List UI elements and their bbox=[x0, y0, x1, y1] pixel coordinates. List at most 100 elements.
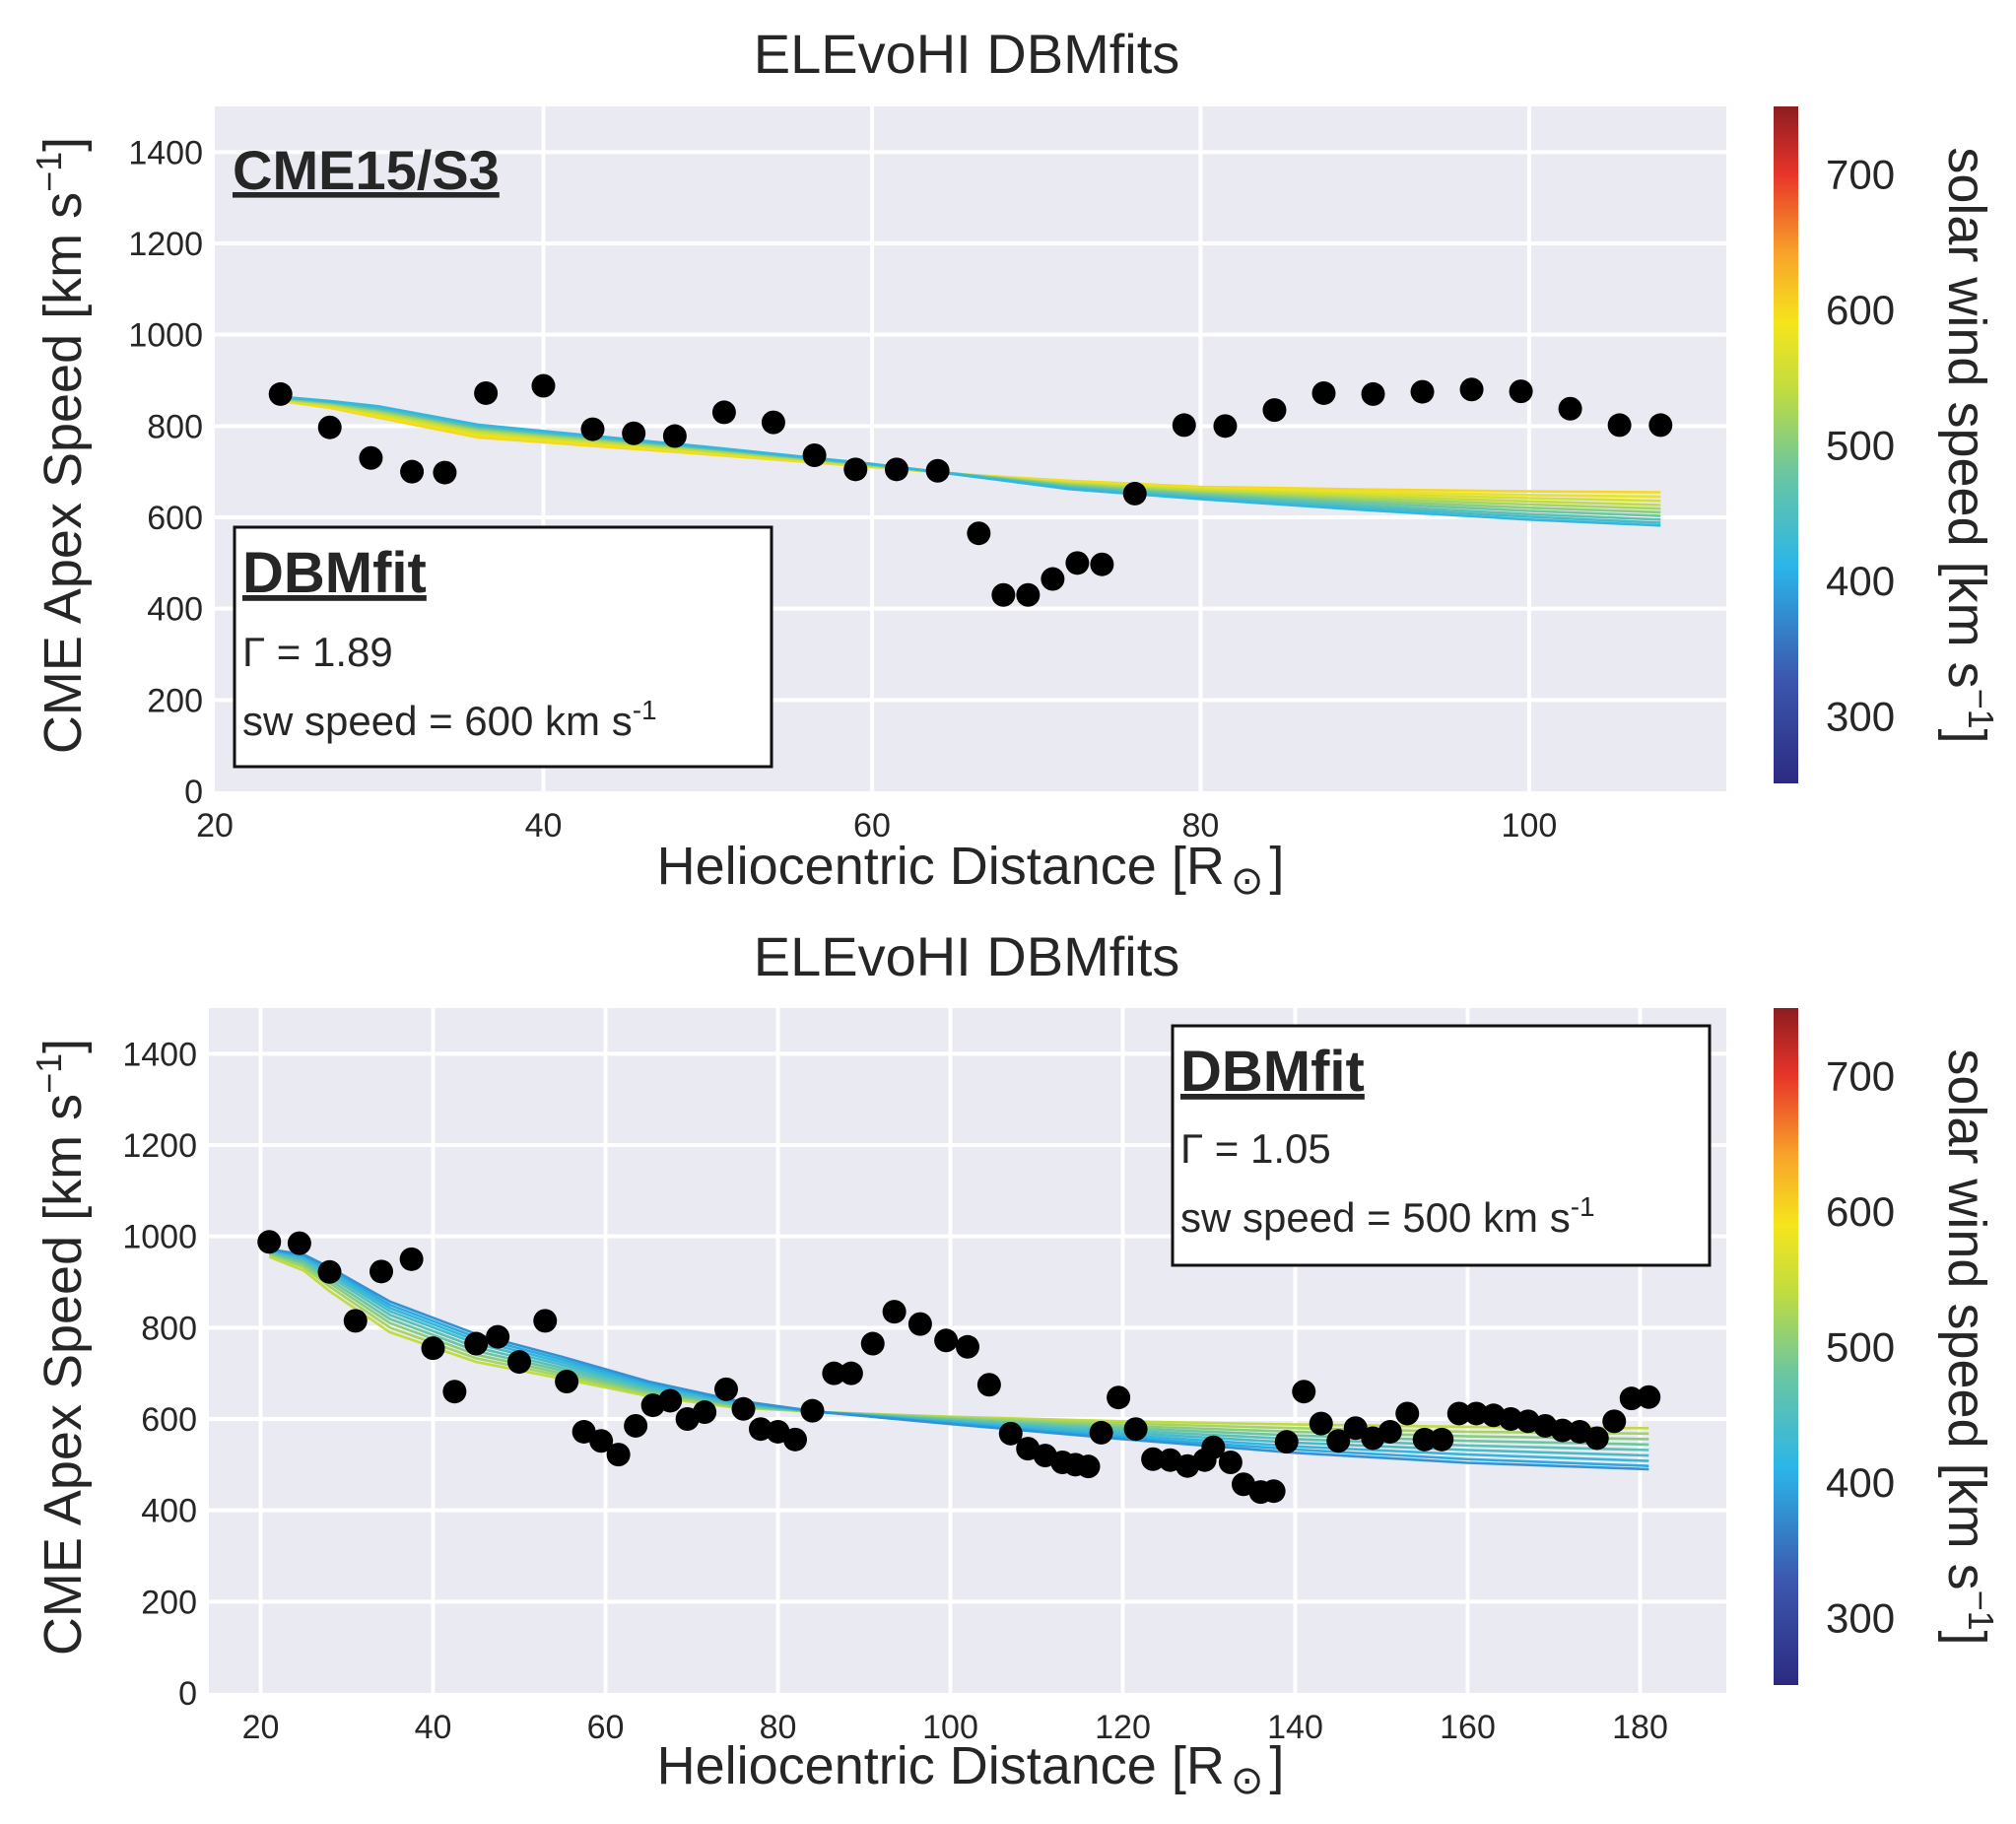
panel-2-y-tick-label: 600 bbox=[141, 1401, 197, 1439]
panel-1-x-label-end: ] bbox=[1269, 837, 1284, 896]
panel-2-fit-box-sw-speed-sup: -1 bbox=[1571, 1191, 1595, 1222]
panel-1-points bbox=[268, 373, 1673, 607]
panel-2-x-label-sun-symbol: ⊙ bbox=[1231, 1759, 1264, 1802]
panel-2-fit-line-sw-460 bbox=[268, 1250, 1649, 1452]
panel-2-y-tick-label: 200 bbox=[141, 1584, 197, 1621]
panel-1-x-tick-label: 20 bbox=[196, 807, 234, 844]
panel-1-data-point bbox=[1041, 567, 1065, 591]
panel-2-data-point bbox=[934, 1328, 959, 1353]
panel-1-y-tick-label: 0 bbox=[184, 774, 203, 811]
panel-2-data-point bbox=[1584, 1426, 1609, 1451]
panel-1-data-point bbox=[843, 457, 868, 482]
panel-2-data-point bbox=[1430, 1427, 1454, 1452]
panel-1-fit-box-title: DBMfit bbox=[242, 541, 427, 605]
panel-1-data-point bbox=[1558, 396, 1582, 421]
panel-2-data-point bbox=[1274, 1430, 1299, 1454]
panel-2-data-point bbox=[317, 1259, 342, 1284]
panel-2-y-label-sup: −1 bbox=[29, 1053, 69, 1094]
panel-1-y-tick-label: 400 bbox=[147, 591, 203, 629]
panel-2-data-point bbox=[1141, 1447, 1166, 1471]
panel-2-x-tick-label: 60 bbox=[587, 1709, 625, 1746]
panel-1-data-point bbox=[1213, 414, 1238, 439]
panel-2-data-point bbox=[1602, 1409, 1627, 1434]
panel-1-colorbar: 300 400 500 600 700 solar wind speed [km s−1… bbox=[1774, 106, 2001, 783]
panel-2-x-ticks: 20 40 60 80 100 120 140 160 180 bbox=[242, 1709, 1668, 1746]
panel-1-title: ELEvoHI DBMfits bbox=[754, 23, 1180, 85]
panel-2-data-point bbox=[714, 1377, 738, 1401]
panel-2-data-point bbox=[1292, 1380, 1316, 1404]
panel-2-x-tick-label: 40 bbox=[415, 1709, 452, 1746]
panel-2-data-point bbox=[1412, 1427, 1437, 1452]
panel-1-data-point bbox=[580, 417, 605, 441]
panel-2-data-point bbox=[1446, 1401, 1471, 1426]
panel-2-data-point bbox=[882, 1300, 907, 1324]
panel-2-colorbar: 300 400 500 600 700 solar wind speed [km s−1… bbox=[1774, 1008, 2001, 1685]
panel-2-data-point bbox=[1076, 1454, 1101, 1479]
panel-2-y-label-text: CME Apex Speed [km s bbox=[34, 1094, 93, 1655]
panel-2-colorbar-tick-label: 400 bbox=[1826, 1459, 1895, 1506]
panel-2-data-point bbox=[1395, 1401, 1420, 1426]
panel-2-fit-box-frame bbox=[1171, 1024, 1712, 1267]
panel-2-data-point bbox=[839, 1361, 863, 1385]
panel-1-data-point bbox=[761, 410, 785, 435]
panel-2-points bbox=[257, 1230, 1661, 1505]
panel-2-data-point bbox=[860, 1331, 885, 1356]
panel-2-y-tick-label: 1400 bbox=[122, 1036, 197, 1073]
panel-1-colorbar-label-end: ] bbox=[1937, 729, 1996, 744]
panel-1-data-point bbox=[531, 373, 556, 398]
panel-2-data-point bbox=[1378, 1419, 1402, 1444]
panel-1-x-label-sun-symbol: ⊙ bbox=[1231, 859, 1264, 903]
panel-2-data-point bbox=[1261, 1479, 1286, 1504]
panel-1-data-point bbox=[884, 457, 908, 482]
panel-1-colorbar-label-sup: −1 bbox=[1961, 689, 2001, 729]
panel-2-data-point bbox=[800, 1398, 825, 1423]
panel-1-x-tick-label: 80 bbox=[1182, 807, 1220, 844]
panel-2-y-label-end: ] bbox=[34, 1039, 93, 1053]
panel-2-data-point bbox=[731, 1396, 756, 1421]
panel-1-data-point bbox=[991, 582, 1016, 607]
panel-2-data-point bbox=[1218, 1451, 1243, 1475]
panel-1-data-point bbox=[1016, 582, 1041, 607]
panel-1-data-point bbox=[802, 442, 827, 467]
panel-2-data-point bbox=[998, 1421, 1023, 1446]
panel-2-fit-lines bbox=[268, 1248, 1649, 1471]
panel-2-fit-line-sw-440 bbox=[268, 1249, 1649, 1457]
panel-2-data-point bbox=[370, 1259, 393, 1284]
panel-1-colorbar-label: solar wind speed [km s−1] bbox=[1937, 147, 2001, 743]
panel-1-x-tick-label: 40 bbox=[525, 807, 563, 844]
panel-1-colorbar-bar bbox=[1774, 106, 1798, 783]
panel-1-y-label-end: ] bbox=[34, 137, 93, 152]
panel-1-colorbar-tick-label: 700 bbox=[1826, 152, 1895, 198]
panel-2-data-point bbox=[589, 1429, 614, 1453]
panel-2-data-point bbox=[507, 1350, 531, 1375]
panel-1-data-point bbox=[1607, 413, 1632, 438]
panel-1: ELEvoHI DBMfits 20 40 60 80 100 0 200 400 600 80… bbox=[29, 23, 2001, 903]
panel-2-y-tick-label: 1200 bbox=[122, 1127, 197, 1165]
panel-2-data-point bbox=[1309, 1411, 1333, 1436]
panel-2-data-point bbox=[421, 1336, 445, 1361]
panel-1-event-label: CME15/S3 bbox=[233, 139, 500, 201]
panel-2-data-point bbox=[287, 1231, 311, 1255]
panel-2-x-tick-label: 80 bbox=[760, 1709, 797, 1746]
panel-2-data-point bbox=[257, 1230, 282, 1254]
panel-2-colorbar-tick-label: 700 bbox=[1826, 1053, 1895, 1100]
panel-2-fit-box-sw-speed-text: sw speed = 500 km s bbox=[1180, 1194, 1571, 1241]
panel-1-data-point bbox=[1648, 413, 1673, 438]
panel-1-data-point bbox=[1361, 381, 1385, 406]
panel-2-data-point bbox=[1550, 1418, 1575, 1443]
panel-1-colorbar-tick-label: 600 bbox=[1826, 287, 1895, 333]
panel-2-x-tick-label: 160 bbox=[1440, 1709, 1496, 1746]
panel-2-title: ELEvoHI DBMfits bbox=[754, 925, 1180, 987]
panel-1-data-point bbox=[967, 521, 991, 546]
panel-1-y-tick-label: 1400 bbox=[128, 134, 203, 171]
panel-1-data-point bbox=[317, 415, 342, 439]
panel-1-data-point bbox=[1122, 481, 1147, 506]
panel-2-x-tick-label: 180 bbox=[1612, 1709, 1668, 1746]
panel-2-data-point bbox=[1343, 1416, 1368, 1441]
panel-2-data-point bbox=[1089, 1420, 1113, 1445]
panel-2-colorbar-tick-label: 600 bbox=[1826, 1188, 1895, 1235]
panel-1-y-ticks: 0 200 400 600 800 1000 1200 1400 bbox=[128, 134, 203, 811]
panel-2-data-point bbox=[399, 1247, 424, 1271]
panel-2-x-tick-label: 20 bbox=[242, 1709, 280, 1746]
